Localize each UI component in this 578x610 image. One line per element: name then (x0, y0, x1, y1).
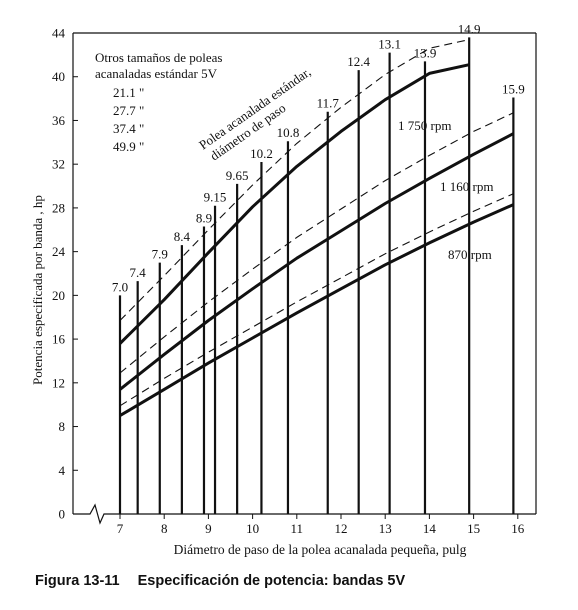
other-sizes-title-1: Otros tamaños de poleas (95, 50, 222, 65)
y-tick-label: 0 (59, 507, 66, 522)
sheave-label: 12.4 (347, 54, 370, 69)
other-size-4: 49.9 " (113, 139, 144, 154)
sheave-label: 9.15 (204, 190, 227, 205)
y-tick-label: 40 (52, 69, 65, 84)
x-tick-label: 11 (291, 521, 304, 536)
sheave-label: 7.9 (152, 247, 168, 262)
sheave-label: 13.1 (378, 37, 401, 52)
x-tick-label: 9 (205, 521, 212, 536)
caption-number: Figura 13-11 (35, 573, 120, 589)
sheave-label: 9.65 (226, 168, 249, 183)
other-size-3: 37.4 " (113, 121, 144, 136)
sheave-label: 14.9 (458, 21, 481, 36)
x-tick-label: 13 (379, 521, 392, 536)
other-size-2: 27.7 " (113, 103, 144, 118)
y-tick-label: 8 (59, 419, 66, 434)
caption-text: Especificación de potencia: bandas 5V (138, 573, 406, 589)
series-label-1160: 1 160 rpm (440, 179, 493, 194)
figure-caption: Figura 13-11 Especificación de potencia: … (35, 573, 405, 589)
y-tick-label: 4 (59, 463, 66, 478)
y-tick-label: 44 (52, 26, 66, 41)
other-sizes-title-2: acanaladas estándar 5V (95, 66, 218, 81)
x-axis-line-break (73, 503, 536, 525)
x-tick-label: 15 (467, 521, 480, 536)
x-tick-label: 14 (423, 521, 437, 536)
y-tick-label: 28 (52, 200, 65, 215)
sheave-label: 10.2 (250, 146, 273, 161)
dashed-curve (119, 112, 514, 374)
series-label-870: 870 rpm (448, 247, 492, 262)
series-curve (118, 63, 470, 345)
series-label-1750: 1 750 rpm (398, 118, 451, 133)
series-layer (118, 39, 515, 417)
y-tick-label: 36 (52, 113, 66, 128)
sheave-label: 7.4 (130, 265, 147, 280)
x-tick-label: 8 (161, 521, 168, 536)
sheave-label: 15.9 (502, 81, 525, 96)
sheave-label: 7.0 (112, 279, 128, 294)
sheave-label: 8.4 (174, 229, 191, 244)
y-axis-label: Potencia especificada por banda , hp (30, 195, 45, 385)
y-tick-label: 12 (52, 375, 65, 390)
sheave-label: 10.8 (277, 125, 300, 140)
dashed-curve (119, 39, 470, 321)
y-tick-label: 32 (52, 157, 65, 172)
y-tick-label: 20 (52, 288, 65, 303)
sheave-label: 11.7 (317, 96, 340, 111)
series-curve (119, 203, 515, 417)
x-tick-label: 16 (511, 521, 525, 536)
axes-layer: 0 4 8 12 16 20 24 28 32 36 40 44 7 8 9 10 11 12 13 14 15 16 (52, 26, 537, 536)
y-tick-label: 24 (52, 244, 66, 259)
x-axis-label: Diámetro de paso de la polea acanalada p… (174, 542, 467, 557)
x-tick-label: 7 (117, 521, 124, 536)
sheave-label: 13.9 (414, 45, 437, 60)
x-tick-label: 10 (246, 521, 259, 536)
sheave-label: 8.9 (196, 210, 212, 225)
dashed-curve (119, 193, 514, 407)
series-curve (119, 132, 515, 391)
other-size-1: 21.1 " (113, 85, 144, 100)
x-tick-label: 12 (335, 521, 348, 536)
y-tick-label: 16 (52, 332, 66, 347)
